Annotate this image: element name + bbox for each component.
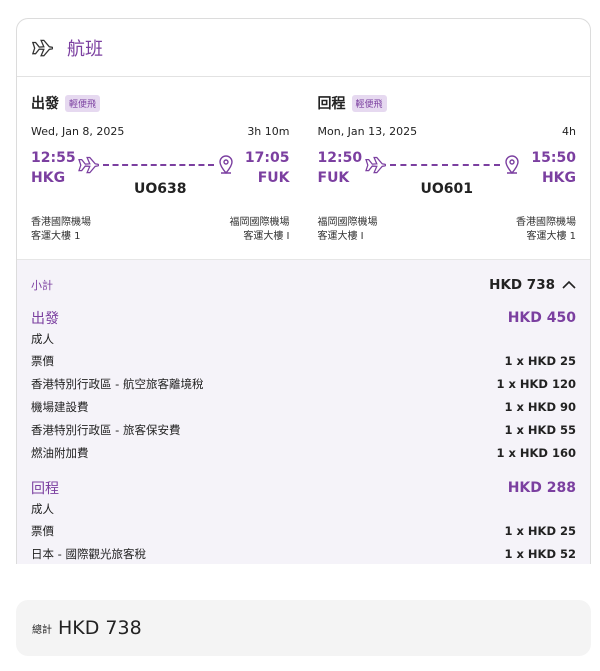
section-total: HKD 288 bbox=[507, 479, 576, 496]
section-label: 回程 bbox=[31, 480, 59, 497]
arr-time: 17:05 bbox=[244, 150, 290, 166]
card-title: 航班 bbox=[67, 38, 103, 60]
section-total: HKD 450 bbox=[507, 309, 576, 326]
fee-row: 日本 - 國際觀光旅客稅 1 x HKD 52 bbox=[31, 546, 576, 561]
arr-terminal: 客運大樓 1 bbox=[526, 231, 576, 242]
dep-time: 12:50 bbox=[317, 150, 363, 166]
plane-icon bbox=[31, 39, 53, 56]
arr-code: FUK bbox=[257, 170, 290, 186]
outbound-section-header: 出發 HKD 450 bbox=[31, 306, 576, 329]
fee-row: 香港特別行政區 - 航空旅客離境稅 1 x HKD 120 bbox=[31, 376, 576, 391]
flight-card: 航班 出發 輕便飛 Wed, Jan 8, 2025 3h 10m 12:55 17:… bbox=[16, 18, 591, 564]
card-header: 航班 bbox=[17, 19, 590, 77]
flight-date: Mon, Jan 13, 2025 bbox=[317, 125, 418, 138]
return-section-header: 回程 HKD 288 bbox=[31, 476, 576, 499]
subtotal-value: HKD 738 bbox=[489, 277, 555, 293]
chevron-up-icon[interactable] bbox=[562, 280, 576, 290]
subtotal-label: 小計 bbox=[31, 279, 53, 292]
total-value: HKD 738 bbox=[58, 617, 142, 639]
outbound-flight: 出發 輕便飛 Wed, Jan 8, 2025 3h 10m 12:55 17:05 … bbox=[17, 77, 304, 259]
arr-code: HKG bbox=[541, 170, 576, 186]
dep-code: FUK bbox=[317, 170, 350, 186]
dep-terminal: 客運大樓 I bbox=[317, 231, 364, 242]
leg-label: 回程 bbox=[317, 96, 346, 112]
dep-airport: 香港國際機場 bbox=[31, 217, 91, 228]
location-pin-icon bbox=[505, 155, 519, 175]
fee-row: 香港特別行政區 - 旅客保安費 1 x HKD 55 bbox=[31, 422, 576, 437]
price-breakdown: 小計 HKD 738 出發 HKD 450 成人 票價 1 x HKD 25 香港特… bbox=[17, 259, 590, 564]
flight-number: UO601 bbox=[420, 181, 474, 197]
return-flight: 回程 輕便飛 Mon, Jan 13, 2025 4h 12:50 15:50 FUK… bbox=[304, 77, 591, 259]
dep-code: HKG bbox=[31, 170, 66, 186]
subtotal-toggle[interactable]: 小計 HKD 738 bbox=[31, 274, 576, 296]
arr-terminal: 客運大樓 I bbox=[243, 231, 290, 242]
arr-airport: 香港國際機場 bbox=[516, 217, 576, 228]
flight-date: Wed, Jan 8, 2025 bbox=[31, 125, 125, 138]
total-label: 總計 bbox=[32, 624, 52, 636]
fee-row: 燃油附加費 1 x HKD 160 bbox=[31, 445, 576, 460]
passenger-type: 成人 bbox=[31, 332, 54, 346]
flight-number: UO638 bbox=[134, 181, 187, 197]
plane-icon bbox=[78, 156, 99, 174]
fare-badge: 輕便飛 bbox=[351, 94, 387, 112]
arr-time: 15:50 bbox=[531, 150, 576, 166]
fee-row: 票價 1 x HKD 25 bbox=[31, 353, 576, 368]
fee-row: 票價 1 x HKD 25 bbox=[31, 523, 576, 538]
plane-icon bbox=[364, 156, 386, 174]
leg-label: 出發 bbox=[31, 96, 59, 112]
dep-terminal: 客運大樓 1 bbox=[31, 231, 81, 242]
fee-row: 機場建設費 1 x HKD 90 bbox=[31, 399, 576, 414]
section-label: 出發 bbox=[31, 310, 59, 327]
dep-time: 12:55 bbox=[31, 150, 76, 166]
fare-badge: 輕便飛 bbox=[65, 94, 101, 112]
total-bar: 總計 HKD 738 bbox=[16, 600, 591, 656]
passenger-type: 成人 bbox=[31, 502, 54, 516]
arr-airport: 福岡國際機場 bbox=[229, 217, 290, 228]
flight-duration: 3h 10m bbox=[247, 125, 290, 138]
dep-airport: 福岡國際機場 bbox=[317, 217, 378, 228]
location-pin-icon bbox=[218, 155, 233, 175]
flight-duration: 4h bbox=[562, 125, 576, 138]
